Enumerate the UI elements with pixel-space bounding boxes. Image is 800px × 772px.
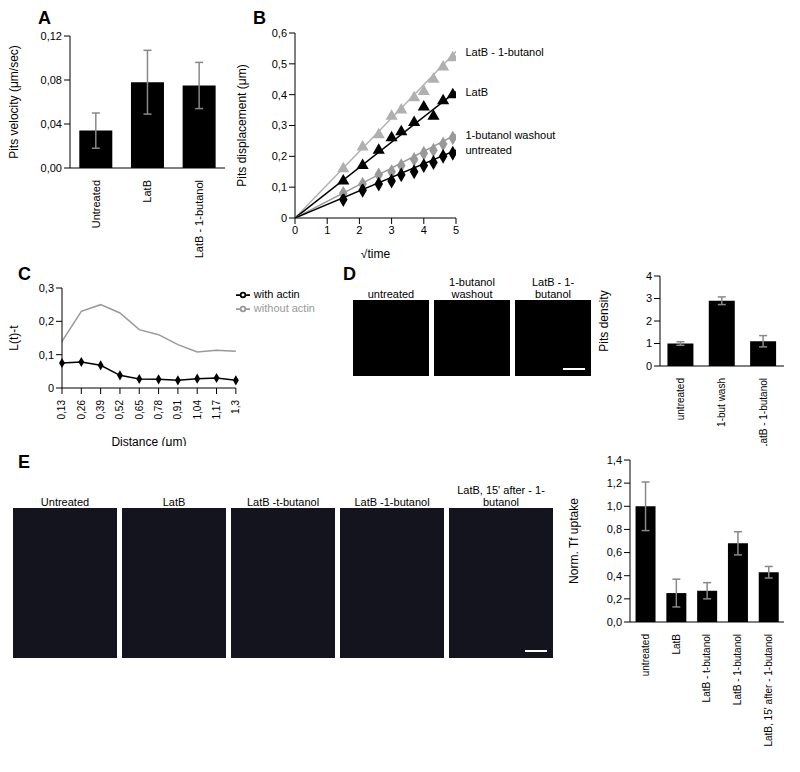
svg-text:0,12: 0,12: [41, 30, 62, 42]
svg-text:1,2: 1,2: [607, 477, 622, 489]
svg-text:1-but wash: 1-but wash: [716, 378, 727, 427]
svg-text:0,00: 0,00: [41, 162, 62, 174]
html-text:A: A: [38, 8, 51, 28]
svg-text:untreated: untreated: [675, 378, 686, 420]
svg-text:LatB: LatB: [466, 86, 489, 98]
svg-text:Pits displacement (μm): Pits displacement (μm): [236, 64, 249, 186]
svg-text:0,6: 0,6: [607, 546, 622, 558]
svg-text:0,13: 0,13: [56, 400, 67, 420]
html-text:C: C: [18, 264, 31, 284]
svg-text:0,8: 0,8: [607, 523, 622, 535]
svg-text:0,4: 0,4: [607, 570, 622, 582]
svg-text:0,78: 0,78: [153, 400, 164, 420]
html-text:without actin: without actin: [253, 302, 315, 315]
svg-text:2: 2: [646, 315, 652, 327]
svg-text:Distance (μm): Distance (μm): [111, 435, 186, 446]
svg-text:4: 4: [646, 270, 652, 282]
svg-text:0,2: 0,2: [272, 150, 287, 162]
svg-text:0,6: 0,6: [272, 27, 287, 39]
svg-text:L(t)-t: L(t)-t: [8, 325, 21, 351]
svg-text:3: 3: [646, 292, 652, 304]
svg-text:4: 4: [421, 224, 427, 236]
svg-text:Norm. Tf uptake: Norm. Tf uptake: [568, 498, 581, 584]
svg-text:0,65: 0,65: [134, 400, 145, 420]
svg-text:0,1: 0,1: [39, 349, 54, 361]
svg-text:0: 0: [281, 212, 287, 224]
svg-text:0,2: 0,2: [39, 315, 54, 327]
svg-text:3: 3: [389, 224, 395, 236]
svg-text:LatB: LatB: [141, 180, 153, 203]
html-text:Untreated: Untreated: [40, 496, 90, 508]
html-text:LatB - 1-butanol: LatB - 1-butanol: [531, 276, 575, 300]
svg-text:1,17: 1,17: [211, 400, 222, 420]
svg-text:0,52: 0,52: [114, 400, 125, 420]
html-text:D: D: [343, 264, 356, 284]
svg-text:1,04: 1,04: [192, 400, 203, 420]
html-text:with actin: with actin: [253, 288, 300, 300]
svg-text:√time: √time: [361, 247, 391, 258]
svg-text:1,3: 1,3: [230, 400, 241, 414]
svg-text:0,5: 0,5: [272, 58, 287, 70]
svg-text:1: 1: [324, 224, 330, 236]
svg-text:0,0: 0,0: [607, 616, 622, 628]
svg-text:1,4: 1,4: [607, 454, 622, 466]
html-text:1-butanol washout: 1-butanol washout: [449, 276, 495, 300]
svg-text:untreated: untreated: [466, 144, 512, 156]
svg-text:0,39: 0,39: [95, 400, 106, 420]
svg-text:1: 1: [646, 337, 652, 349]
svg-text:0,3: 0,3: [272, 119, 287, 131]
html-text:B: B: [253, 8, 266, 28]
svg-text:0,08: 0,08: [41, 74, 62, 86]
svg-text:Pits velocity (μm/sec): Pits velocity (μm/sec): [8, 45, 21, 159]
svg-text:0,2: 0,2: [607, 593, 622, 605]
svg-text:Untreated: Untreated: [90, 180, 102, 228]
svg-text:0: 0: [646, 360, 652, 372]
svg-text:2: 2: [356, 224, 362, 236]
svg-text:0: 0: [292, 224, 298, 236]
svg-text:LatB - 1-butanol: LatB - 1-butanol: [758, 378, 769, 446]
svg-text:untreated: untreated: [640, 634, 651, 676]
svg-text:0,91: 0,91: [172, 400, 183, 420]
svg-text:Pits density: Pits density: [598, 290, 611, 351]
html-text:LatB: LatB: [162, 496, 186, 508]
svg-text:LatB - t-butanol: LatB - t-butanol: [701, 634, 712, 702]
html-text:LatB, 15' after - 1-butanol: LatB, 15' after - 1-butanol: [457, 484, 545, 508]
html-text:LatB -1-butanol: LatB -1-butanol: [354, 496, 430, 508]
svg-text:LatB - 1-butanol: LatB - 1-butanol: [466, 46, 544, 58]
svg-text:0,1: 0,1: [272, 181, 287, 193]
svg-text:1-butanol washout: 1-butanol washout: [466, 129, 556, 141]
html-text:untreated: untreated: [367, 288, 415, 300]
svg-text:1,0: 1,0: [607, 500, 622, 512]
svg-text:LatB: LatB: [671, 634, 682, 655]
svg-text:LatB, 15' after - 1-butanol: LatB, 15' after - 1-butanol: [763, 634, 774, 747]
html-text:E: E: [18, 452, 30, 472]
svg-text:0,3: 0,3: [39, 282, 54, 294]
svg-text:0: 0: [48, 382, 54, 394]
svg-text:LatB - 1-butanol: LatB - 1-butanol: [193, 180, 205, 258]
svg-text:5: 5: [453, 224, 459, 236]
svg-text:0,04: 0,04: [41, 118, 62, 130]
html-text:LatB -t-butanol: LatB -t-butanol: [246, 496, 320, 508]
svg-text:LatB - 1-butanol: LatB - 1-butanol: [732, 634, 743, 705]
svg-text:0,4: 0,4: [272, 89, 287, 101]
svg-text:0,26: 0,26: [76, 400, 87, 420]
